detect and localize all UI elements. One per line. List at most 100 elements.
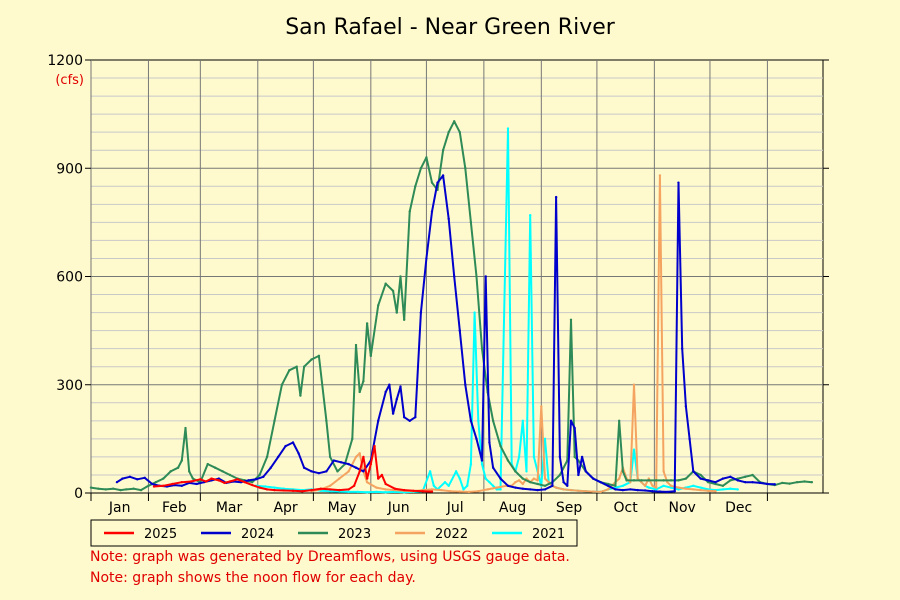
data-point-2023 [475,275,478,278]
data-point-2024 [408,419,411,423]
data-point-2024 [115,480,119,484]
data-point-2025 [421,489,424,493]
data-point-2021 [647,486,651,489]
data-point-2024 [666,490,669,494]
data-point-2022 [430,488,434,491]
data-point-2024 [536,488,539,492]
data-point-2023 [328,455,332,459]
data-point-2023 [458,130,461,134]
data-point-2023 [558,473,562,477]
data-point-2022 [365,480,369,484]
data-point-2022 [584,489,587,493]
data-point-2023 [810,480,814,484]
data-point-2023 [521,477,524,480]
data-point-2024 [247,479,250,482]
data-point-2022 [449,489,452,493]
data-point-2022 [662,470,665,473]
data-point-2023 [447,130,450,134]
data-point-2022 [606,488,610,491]
data-point-2024 [414,416,417,419]
data-point-2024 [195,482,198,486]
data-point-2023 [625,479,628,482]
data-point-2023 [721,484,725,487]
data-point-2021 [356,490,360,494]
data-point-2021 [365,491,369,494]
data-point-2023 [354,343,358,347]
data-point-2024 [254,478,258,481]
data-point-2021 [521,419,524,423]
data-point-2024 [514,486,517,489]
data-point-2024 [599,480,602,484]
data-point-2025 [319,487,322,490]
data-point-2023 [119,488,122,492]
data-point-2024 [692,470,695,473]
data-point-2021 [473,311,476,314]
data-point-2024 [736,479,739,482]
data-point-2022 [629,480,632,484]
series-lines [89,120,814,494]
data-point-2024 [436,181,439,184]
data-point-2022 [536,479,539,482]
data-point-2023 [191,477,195,480]
data-point-2023 [147,484,150,487]
data-point-2021 [465,484,469,487]
data-point-2024 [121,477,124,480]
data-point-2025 [380,473,384,477]
data-point-2024 [458,329,461,332]
x-tick-label: Nov [668,500,695,516]
data-point-2024 [699,477,702,480]
data-point-2023 [621,470,625,473]
data-point-2023 [788,482,791,485]
data-point-2022 [554,486,558,489]
data-point-2024 [677,181,680,184]
data-point-2023 [399,275,402,278]
data-point-2023 [176,466,180,469]
data-point-2024 [658,490,662,493]
data-point-2022 [658,174,662,177]
data-point-2023 [154,480,158,484]
data-point-2025 [358,470,361,473]
data-point-2023 [614,484,617,487]
x-tick-label: Apr [273,500,297,516]
data-point-2024 [480,459,484,462]
data-point-2023 [273,419,276,423]
data-point-2022 [599,490,602,494]
data-point-2021 [462,488,465,491]
data-point-2024 [441,174,445,177]
data-point-2023 [662,479,665,482]
data-point-2023 [677,479,680,482]
data-point-2024 [284,444,287,448]
y-axis-unit: (cfs) [55,73,84,88]
x-tick-label: Mar [216,500,243,516]
data-point-2021 [692,484,695,487]
data-point-2025 [369,462,373,466]
data-point-2025 [430,490,434,493]
data-point-2023 [573,455,576,459]
data-point-2024 [475,437,478,441]
data-point-2022 [486,488,489,491]
data-point-2023 [299,394,302,397]
data-point-2022 [714,489,717,493]
data-point-2021 [736,488,739,491]
data-point-2021 [393,490,397,494]
data-point-2022 [338,477,341,480]
data-point-2025 [180,480,184,484]
data-point-2024 [136,478,139,481]
data-point-2025 [258,486,261,489]
data-point-2021 [729,487,732,490]
data-point-2024 [391,412,395,415]
data-point-2024 [521,487,524,490]
data-point-2024 [317,471,321,475]
data-point-2021 [432,484,436,487]
data-point-2021 [384,491,387,494]
data-point-2025 [384,482,387,486]
data-point-2024 [684,405,688,408]
data-point-2023 [529,480,532,484]
legend: 2025 2024 2023 2022 2021 [90,519,578,547]
data-point-2024 [388,383,391,386]
data-point-2024 [453,275,456,278]
data-point-2025 [251,483,254,487]
data-point-2025 [373,444,376,448]
data-point-2021 [491,484,495,487]
data-point-2024 [143,476,146,480]
